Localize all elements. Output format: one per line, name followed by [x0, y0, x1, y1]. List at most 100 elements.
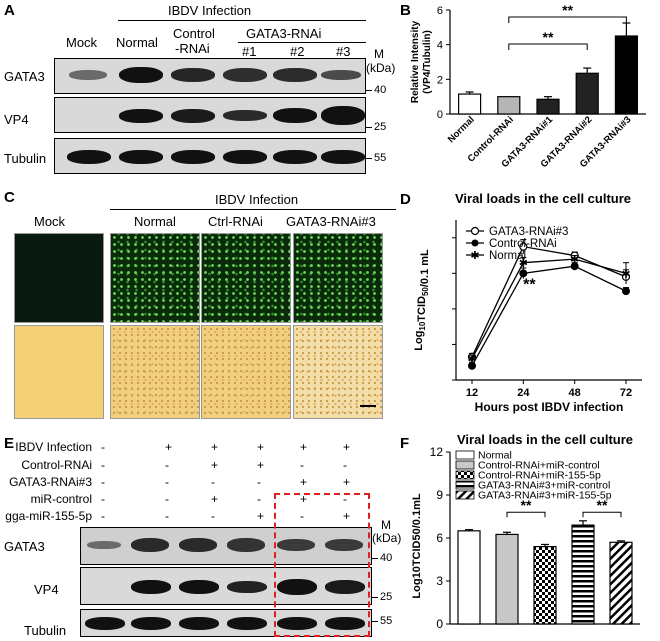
micro-bright-normal [110, 325, 200, 419]
b-bar [614, 35, 638, 115]
c-col-gata3: GATA3-RNAi#3 [286, 214, 376, 229]
f-legend-swatch [455, 450, 475, 460]
f-ytick-label: 3 [436, 574, 443, 588]
e-sign: - [257, 475, 261, 489]
d-xtick-label: 24 [517, 387, 530, 399]
lane-control-rnai: -RNAi [175, 41, 210, 56]
f-legend-swatch [455, 460, 475, 470]
f-legend-swatch [455, 490, 475, 500]
e-sign: + [257, 458, 265, 472]
e-sign: - [101, 475, 105, 489]
e-sign: - [343, 492, 347, 506]
micro-fluo-ctrl [201, 233, 291, 323]
d-ylabel: Log10TCID50/0.1 mL [413, 249, 431, 351]
d-point: ✱ [570, 254, 579, 266]
d-legend-label: Normal [489, 250, 526, 262]
e-condition-label: gga-miR-155-5p [5, 509, 92, 523]
d-xtick-label: 12 [466, 387, 478, 399]
chart-d: Viral loads in the cell culture 12 24 48 72H… [413, 191, 642, 414]
e-condition-label: Control-RNAi [21, 458, 92, 472]
d-xtick-label: 72 [620, 387, 632, 399]
e-sign: - [257, 492, 261, 506]
d-xtick-label: 48 [569, 387, 581, 399]
e-condition-label: GATA3-RNAi#3 [9, 475, 92, 489]
e-row-vp4: VP4 [34, 582, 59, 597]
f-ytick-label: 9 [436, 488, 443, 502]
mw-unit: (kDa) [366, 61, 396, 75]
f-ytick-label: 12 [430, 445, 444, 459]
e-sign: + [300, 492, 308, 506]
d-point [519, 269, 528, 278]
f-legend-swatch [455, 480, 475, 490]
b-ytick-label: 2 [437, 74, 443, 86]
e-sign: - [165, 509, 169, 523]
f-sig-star: ** [597, 497, 608, 513]
lane-mock: Mock [66, 35, 98, 50]
c-col-mock: Mock [34, 214, 66, 229]
b-ytick-label: 0 [437, 109, 443, 121]
d-legend-label: GATA3-RNAi#3 [489, 226, 568, 238]
d-xlabel: Hours post IBDV infection [475, 400, 624, 414]
f-bar [457, 530, 481, 625]
b-bar [575, 72, 599, 115]
e-condition-label: miR-control [30, 492, 92, 506]
d-point: ✱ [467, 354, 476, 366]
d-series-line [471, 265, 627, 367]
d-point [468, 361, 476, 370]
e-mw-unit: (kDa) [372, 531, 402, 545]
f-legend-label: Control-RNAi+miR-155-5p [478, 470, 601, 482]
f-ytick-label: 0 [436, 617, 443, 631]
e-marker-55: 55 [380, 615, 393, 627]
d-series-line [471, 245, 627, 358]
e-sign: - [300, 458, 304, 472]
lane-1: #1 [242, 44, 257, 59]
e-sign: - [101, 440, 105, 454]
marker-55: 55 [374, 152, 387, 164]
lane-normal: Normal [116, 35, 158, 50]
e-sign: - [211, 509, 215, 523]
f-sig-bracket [582, 511, 622, 518]
f-sig-bracket [506, 511, 546, 518]
scale-bar [360, 405, 376, 407]
f-ylabel: Log10TCID50/0.1mL [411, 493, 423, 598]
e-sign: + [211, 440, 219, 454]
panel-letter-c: C [4, 189, 15, 206]
d-title: Viral loads in the cell culture [455, 191, 631, 206]
e-sign: - [101, 509, 105, 523]
e-sign: - [101, 458, 105, 472]
f-legend-label: Control-RNAi+miR-control [478, 460, 600, 472]
d-legend-label: Control-RNAi [489, 238, 557, 250]
d-sig-star: ** [523, 276, 536, 293]
marker-25: 25 [374, 121, 387, 133]
blot-tubulin [54, 138, 366, 174]
d-point: ✱ [519, 258, 528, 270]
f-bar [495, 533, 519, 625]
b-sig-bracket [508, 16, 627, 23]
b-category-label: Normal [446, 114, 477, 145]
e-blot-gata3 [80, 527, 372, 565]
micro-fluo-normal [110, 233, 200, 323]
b-ylabel: Relative Intensity [410, 20, 421, 103]
e-sign: - [165, 458, 169, 472]
e-marker-25: 25 [380, 591, 393, 603]
chart-b: 0 2 4 6 Relative Intensity (VP4/Tubulin) Norma… [410, 2, 646, 170]
lane-2: #2 [290, 44, 305, 59]
e-marker-40: 40 [380, 552, 393, 564]
ibdv-infection-header: IBDV Infection [168, 3, 252, 18]
e-sign: - [165, 492, 169, 506]
lane-control: Control [173, 26, 215, 41]
b-bar [497, 96, 521, 115]
e-sign: + [300, 475, 308, 489]
e-sign: + [300, 440, 308, 454]
marker-40: 40 [374, 84, 387, 96]
b-ytick-label: 6 [437, 5, 443, 17]
f-legend-swatch [455, 470, 475, 480]
subheader-underline [238, 42, 366, 43]
chart-f: Viral loads in the cell culture 0 3 6 9 12 Log… [411, 432, 640, 631]
blot-gata3 [54, 58, 366, 94]
row-vp4: VP4 [4, 112, 29, 127]
c-ibdv-header: IBDV Infection [215, 192, 299, 207]
e-sign: + [211, 492, 219, 506]
panel-letter-b: B [400, 2, 411, 19]
e-sign: + [343, 440, 351, 454]
